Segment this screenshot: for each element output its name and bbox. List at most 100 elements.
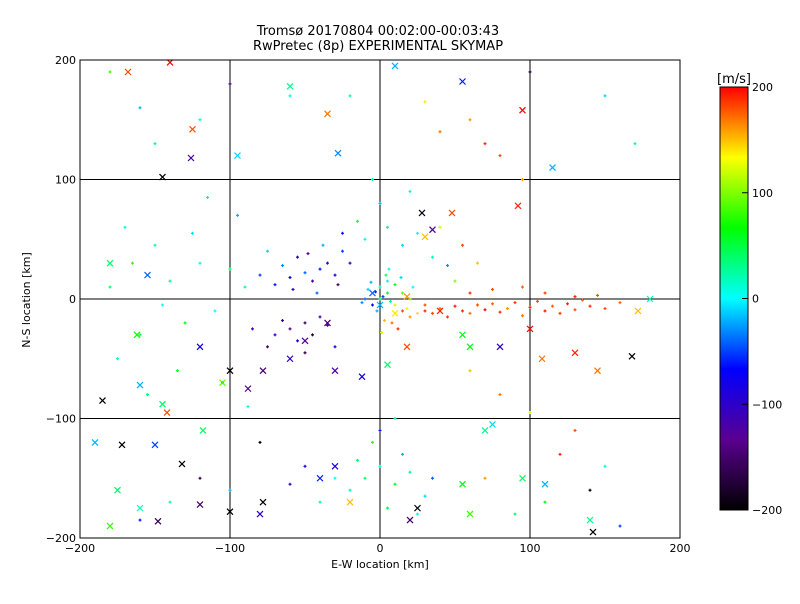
data-point-cross xyxy=(331,462,339,470)
data-point-cross xyxy=(99,397,106,404)
y-axis-label: N-S location [km] xyxy=(20,252,33,348)
data-point-cross xyxy=(301,337,309,345)
data-point-cross xyxy=(114,486,121,494)
data-point-cross xyxy=(286,82,294,90)
data-point-cross xyxy=(106,259,114,267)
data-point-cross xyxy=(159,400,166,408)
data-point-cross xyxy=(586,516,594,524)
data-point-cross xyxy=(226,367,234,375)
data-point-cross xyxy=(91,438,99,446)
data-point-plus xyxy=(315,291,319,295)
data-point-plus xyxy=(423,494,427,498)
data-point-cross xyxy=(594,367,601,375)
data-point-plus xyxy=(378,201,382,205)
data-point-plus xyxy=(416,311,419,315)
data-point-plus xyxy=(498,310,502,314)
x-axis-label: E-W location [km] xyxy=(331,558,429,571)
data-point-cross xyxy=(324,319,331,327)
data-point-cross xyxy=(244,385,252,393)
data-point-cross xyxy=(403,293,411,301)
data-point-plus xyxy=(491,302,494,306)
axis-ticks: −200 −100 0 100 200 −200 −100 0 100 200 xyxy=(46,54,691,555)
data-point-plus xyxy=(356,219,359,223)
colorbar-ticks: 200 100 0 −100 −200 xyxy=(742,81,782,517)
data-point-plus xyxy=(573,308,577,312)
data-point-plus xyxy=(438,225,442,229)
data-point-plus xyxy=(380,330,383,334)
data-point-cross xyxy=(384,361,391,369)
data-point-plus xyxy=(296,255,299,259)
data-point-cross xyxy=(151,441,159,449)
data-point-plus xyxy=(461,243,464,247)
data-point-plus xyxy=(108,70,112,74)
y-tick-label: −200 xyxy=(46,532,76,545)
data-point-cross xyxy=(526,325,534,333)
data-points xyxy=(91,60,654,536)
data-point-plus xyxy=(333,273,337,277)
data-point-plus xyxy=(363,237,367,241)
data-point-plus xyxy=(384,273,388,277)
data-point-plus xyxy=(206,195,209,199)
data-point-cross xyxy=(334,149,342,157)
data-point-cross xyxy=(331,367,339,375)
data-point-plus xyxy=(411,285,415,289)
data-point-plus xyxy=(528,70,532,74)
data-point-cross xyxy=(346,498,354,506)
data-point-cross xyxy=(406,516,414,524)
data-point-plus xyxy=(401,309,404,313)
data-point-cross xyxy=(519,474,526,482)
data-point-plus xyxy=(416,231,419,235)
data-point-plus xyxy=(371,178,374,181)
data-point-plus xyxy=(198,476,202,480)
data-point-plus xyxy=(399,275,403,279)
data-point-cross xyxy=(571,349,579,357)
data-point-plus xyxy=(273,333,277,337)
data-point-cross xyxy=(226,508,234,516)
data-point-cross xyxy=(163,409,171,416)
data-point-plus xyxy=(558,311,562,315)
x-tick-label: 100 xyxy=(520,542,541,555)
data-point-plus xyxy=(303,351,307,355)
data-point-plus xyxy=(153,142,157,146)
data-point-cross xyxy=(187,154,195,162)
data-point-cross xyxy=(369,289,376,297)
data-point-plus xyxy=(476,261,479,265)
data-point-plus xyxy=(483,308,487,312)
data-point-cross xyxy=(466,510,474,518)
data-point-plus xyxy=(543,500,547,504)
data-point-plus xyxy=(581,298,584,302)
data-point-plus xyxy=(558,452,562,456)
data-point-plus xyxy=(588,488,592,492)
data-point-plus xyxy=(138,518,142,522)
data-point-cross xyxy=(136,381,144,389)
data-point-plus xyxy=(198,261,202,265)
data-point-plus xyxy=(326,261,329,265)
data-point-plus xyxy=(348,261,352,265)
data-point-plus xyxy=(318,500,322,504)
data-point-plus xyxy=(498,393,502,397)
data-point-plus xyxy=(453,304,457,308)
data-point-cross xyxy=(481,427,489,434)
data-point-cross xyxy=(646,295,654,303)
data-point-plus xyxy=(506,307,509,311)
data-point-cross xyxy=(259,498,267,506)
data-point-cross xyxy=(496,343,504,351)
data-point-cross xyxy=(159,173,166,181)
data-point-plus xyxy=(408,189,412,193)
data-point-plus xyxy=(476,303,479,307)
colorbar-tick-label: −200 xyxy=(752,504,782,517)
data-point-plus xyxy=(386,279,389,283)
data-point-plus xyxy=(386,506,389,510)
data-point-cross xyxy=(316,474,324,482)
data-point-plus xyxy=(423,309,427,313)
colorbar-label: [m/s] xyxy=(717,72,751,87)
data-point-plus xyxy=(236,213,239,217)
data-point-plus xyxy=(446,264,449,268)
data-point-plus xyxy=(468,118,472,122)
data-point-plus xyxy=(161,303,164,307)
data-point-plus xyxy=(468,291,472,295)
data-point-plus xyxy=(326,323,329,327)
data-point-cross xyxy=(459,331,466,339)
data-point-cross xyxy=(466,343,474,351)
